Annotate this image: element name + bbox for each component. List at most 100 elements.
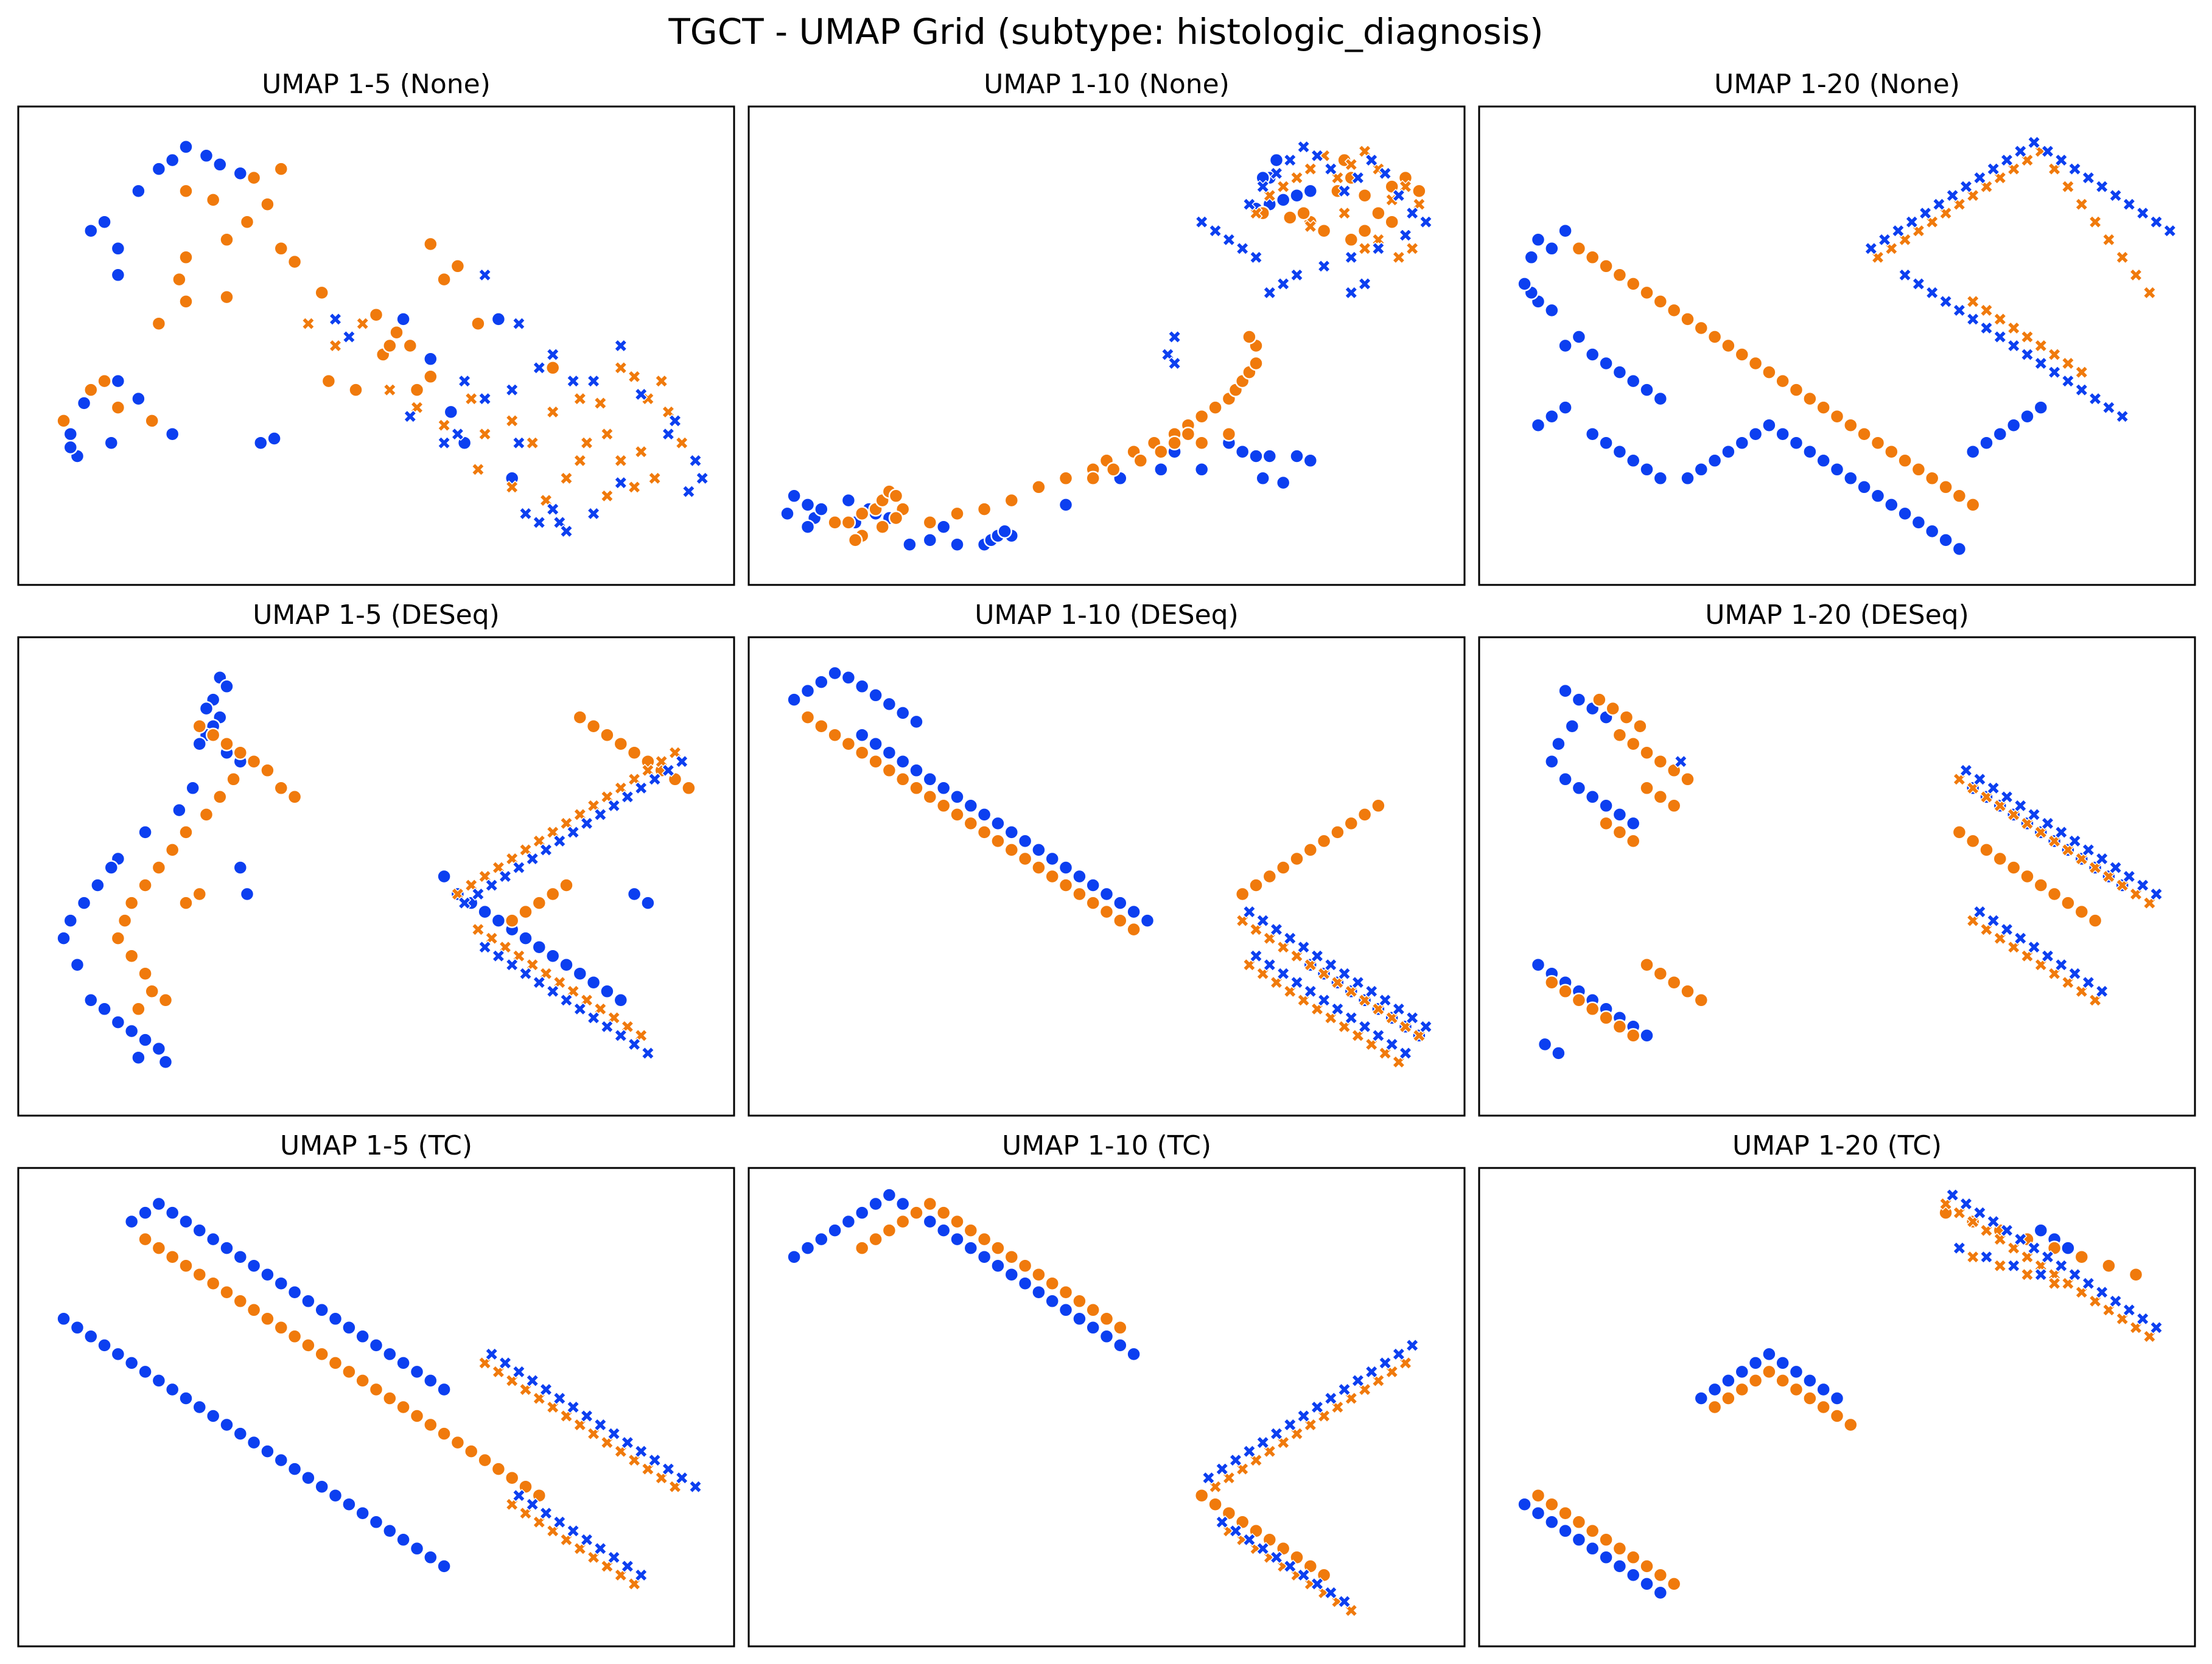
scatter-point-circle bbox=[110, 400, 126, 415]
scatter-point-x bbox=[1939, 295, 1953, 309]
scatter-point-circle bbox=[950, 789, 965, 805]
scatter-point-x bbox=[2034, 356, 2048, 371]
scatter-point-circle bbox=[1544, 974, 1559, 990]
scatter-point-x bbox=[1344, 250, 1358, 264]
scatter-point-x bbox=[1344, 285, 1358, 299]
scatter-point-circle bbox=[246, 1258, 262, 1273]
scatter-point-x bbox=[1228, 1524, 1243, 1538]
scatter-point-circle bbox=[1788, 382, 1804, 397]
scatter-point-circle bbox=[1584, 1523, 1600, 1539]
scatter-point-circle bbox=[1870, 435, 1886, 450]
scatter-point-x bbox=[675, 436, 689, 450]
scatter-point-circle bbox=[613, 993, 629, 1008]
scatter-point-x bbox=[328, 312, 343, 326]
scatter-point-circle bbox=[138, 1364, 153, 1380]
scatter-point-x bbox=[587, 374, 601, 388]
scatter-point-circle bbox=[854, 1240, 870, 1256]
scatter-point-circle bbox=[1221, 426, 1237, 442]
scatter-point-x bbox=[1405, 1011, 1419, 1025]
scatter-point-circle bbox=[1072, 869, 1087, 884]
scatter-point-circle bbox=[936, 798, 951, 814]
scatter-point-circle bbox=[1262, 449, 1278, 464]
scatter-point-circle bbox=[382, 338, 397, 354]
scatter-point-circle bbox=[976, 502, 992, 517]
scatter-point-circle bbox=[800, 497, 816, 512]
scatter-point-circle bbox=[1857, 480, 1872, 495]
scatter-point-x bbox=[525, 1497, 539, 1511]
scatter-point-x bbox=[688, 1480, 702, 1494]
scatter-point-circle bbox=[1180, 426, 1196, 442]
scatter-point-x bbox=[1242, 1444, 1256, 1458]
scatter-point-circle bbox=[246, 170, 262, 186]
scatter-point-circle bbox=[124, 1355, 139, 1371]
scatter-point-circle bbox=[1384, 214, 1399, 229]
scatter-point-circle bbox=[854, 1205, 870, 1220]
scatter-point-circle bbox=[1693, 462, 1709, 477]
scatter-point-x bbox=[607, 799, 621, 813]
scatter-point-circle bbox=[233, 860, 248, 875]
scatter-point-circle bbox=[841, 670, 856, 685]
scatter-point-circle bbox=[1653, 789, 1668, 805]
scatter-point-circle bbox=[69, 957, 85, 973]
scatter-point-circle bbox=[531, 895, 547, 911]
scatter-point-x bbox=[1317, 259, 1331, 273]
scatter-point-circle bbox=[178, 1214, 194, 1229]
scatter-point-circle bbox=[1004, 1267, 1020, 1282]
scatter-point-x bbox=[1297, 940, 1311, 954]
scatter-point-circle bbox=[355, 1505, 370, 1521]
scatter-point-circle bbox=[1992, 851, 2008, 867]
scatter-point-x bbox=[1290, 976, 1304, 990]
scatter-point-x bbox=[1378, 993, 1392, 1007]
scatter-point-circle bbox=[178, 1391, 194, 1406]
panel-title: UMAP 1-5 (None) bbox=[262, 69, 491, 100]
scatter-point-x bbox=[1674, 755, 1688, 769]
plot-frame bbox=[747, 1167, 1466, 1648]
scatter-point-circle bbox=[1269, 152, 1284, 168]
scatter-point-circle bbox=[854, 679, 870, 694]
scatter-point-circle bbox=[1558, 683, 1573, 699]
scatter-point-x bbox=[2149, 1321, 2163, 1335]
scatter-point-x bbox=[383, 383, 397, 397]
scatter-point-x bbox=[1925, 285, 1939, 299]
scatter-point-circle bbox=[572, 710, 588, 725]
scatter-point-circle bbox=[1612, 825, 1628, 840]
scatter-point-circle bbox=[1680, 470, 1695, 486]
scatter-point-x bbox=[2095, 180, 2109, 194]
scatter-point-x bbox=[2048, 348, 2062, 362]
scatter-point-x bbox=[1932, 197, 1946, 211]
scatter-point-circle bbox=[151, 161, 167, 177]
scatter-point-x bbox=[559, 524, 573, 538]
scatter-point-circle bbox=[786, 692, 802, 707]
plot-frame bbox=[747, 105, 1466, 586]
scatter-point-x bbox=[1945, 1188, 1959, 1202]
scatter-point-circle bbox=[976, 807, 992, 822]
scatter-point-x bbox=[1344, 158, 1358, 172]
scatter-point-circle bbox=[382, 1346, 397, 1362]
scatter-point-circle bbox=[1748, 1355, 1763, 1371]
scatter-point-circle bbox=[219, 1284, 234, 1300]
scatter-point-x bbox=[1365, 153, 1379, 167]
scatter-point-circle bbox=[1303, 842, 1318, 858]
scatter-point-x bbox=[1391, 250, 1405, 264]
scatter-point-x bbox=[1256, 914, 1270, 928]
scatter-point-circle bbox=[1762, 1364, 1777, 1380]
scatter-point-x bbox=[512, 1365, 526, 1379]
scatter-point-x bbox=[1290, 171, 1304, 185]
scatter-point-x bbox=[2027, 808, 2041, 822]
scatter-point-x bbox=[1966, 312, 1980, 326]
scatter-point-circle bbox=[1045, 869, 1060, 884]
scatter-point-circle bbox=[1598, 259, 1614, 274]
scatter-point-circle bbox=[1045, 851, 1060, 867]
scatter-point-x bbox=[1905, 215, 1919, 229]
scatter-point-circle bbox=[1625, 1567, 1641, 1583]
scatter-point-circle bbox=[854, 506, 870, 522]
scatter-point-circle bbox=[56, 1311, 71, 1327]
scatter-point-x bbox=[1959, 1197, 1973, 1211]
scatter-point-circle bbox=[922, 772, 938, 787]
scatter-point-circle bbox=[1584, 1541, 1600, 1556]
scatter-point-circle bbox=[138, 1205, 153, 1220]
scatter-point-x bbox=[573, 392, 587, 406]
scatter-point-x bbox=[1269, 166, 1284, 180]
scatter-point-circle bbox=[423, 369, 438, 385]
scatter-point-circle bbox=[881, 763, 897, 778]
